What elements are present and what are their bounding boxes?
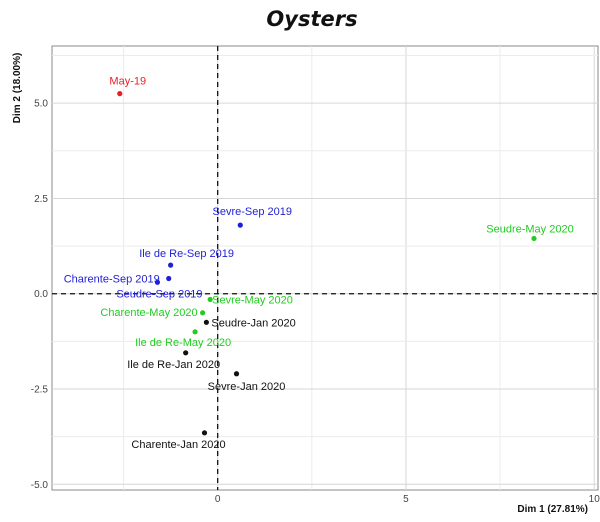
data-point-label: Ile de Re-Sep 2019 — [139, 248, 234, 260]
data-point — [168, 262, 174, 268]
data-point-label: Ile de Re-May 2020 — [135, 337, 231, 349]
data-point — [192, 329, 198, 335]
data-points: May-19 Sevre-Sep 2019 Ile de Re-Sep 2019 Ch… — [64, 76, 574, 451]
y-tick-label: 2.5 — [34, 194, 48, 205]
data-point — [117, 91, 123, 97]
data-point-label: Ile de Re-Jan 2020 — [127, 359, 220, 371]
data-point-label: Seudre-May 2020 — [486, 223, 573, 235]
y-tick-label: -2.5 — [31, 385, 49, 396]
data-point-label: May-19 — [109, 76, 146, 88]
data-point-label: Sevre-Jan 2020 — [208, 381, 286, 393]
data-point — [154, 279, 161, 285]
x-tick-label: 10 — [589, 494, 600, 505]
x-tick-label: 0 — [215, 494, 221, 505]
data-point — [207, 296, 213, 303]
y-axis-label: Dim 2 (18.00%) — [12, 53, 23, 124]
data-point-label: Charente-May 2020 — [100, 307, 197, 319]
data-point-label: Sevre-May 2020 — [212, 294, 293, 306]
y-tick-label: -5.0 — [31, 480, 49, 491]
data-point-label: Charente-Jan 2020 — [131, 439, 225, 451]
data-point — [183, 350, 189, 356]
data-point — [531, 235, 537, 242]
data-point — [237, 222, 243, 228]
data-point-label: Sevre-Sep 2019 — [213, 206, 293, 218]
data-point — [233, 371, 240, 377]
tick-labels: 0 5 10 -5.0 -2.5 0.0 2.5 5.0 — [31, 99, 600, 505]
y-tick-label: 0.0 — [34, 289, 48, 300]
plot-area: May-19 Sevre-Sep 2019 Ile de Re-Sep 2019 Ch… — [31, 45, 600, 505]
data-point-label: Seudre-Sep 2019 — [116, 288, 202, 300]
y-tick-label: 5.0 — [34, 99, 48, 110]
reference-lines — [52, 46, 598, 490]
data-point — [166, 275, 172, 282]
data-point-label: Charente-Sep 2019 — [64, 273, 160, 285]
x-axis-label: Dim 1 (27.81%) — [517, 504, 588, 515]
data-point-label: Seudre-Jan 2020 — [211, 317, 295, 329]
chart-title: Oysters — [266, 7, 357, 31]
plot-panel-border — [51, 45, 599, 491]
x-tick-label: 5 — [403, 494, 409, 505]
data-point — [200, 310, 206, 316]
data-point — [201, 430, 208, 436]
data-point — [203, 319, 209, 325]
